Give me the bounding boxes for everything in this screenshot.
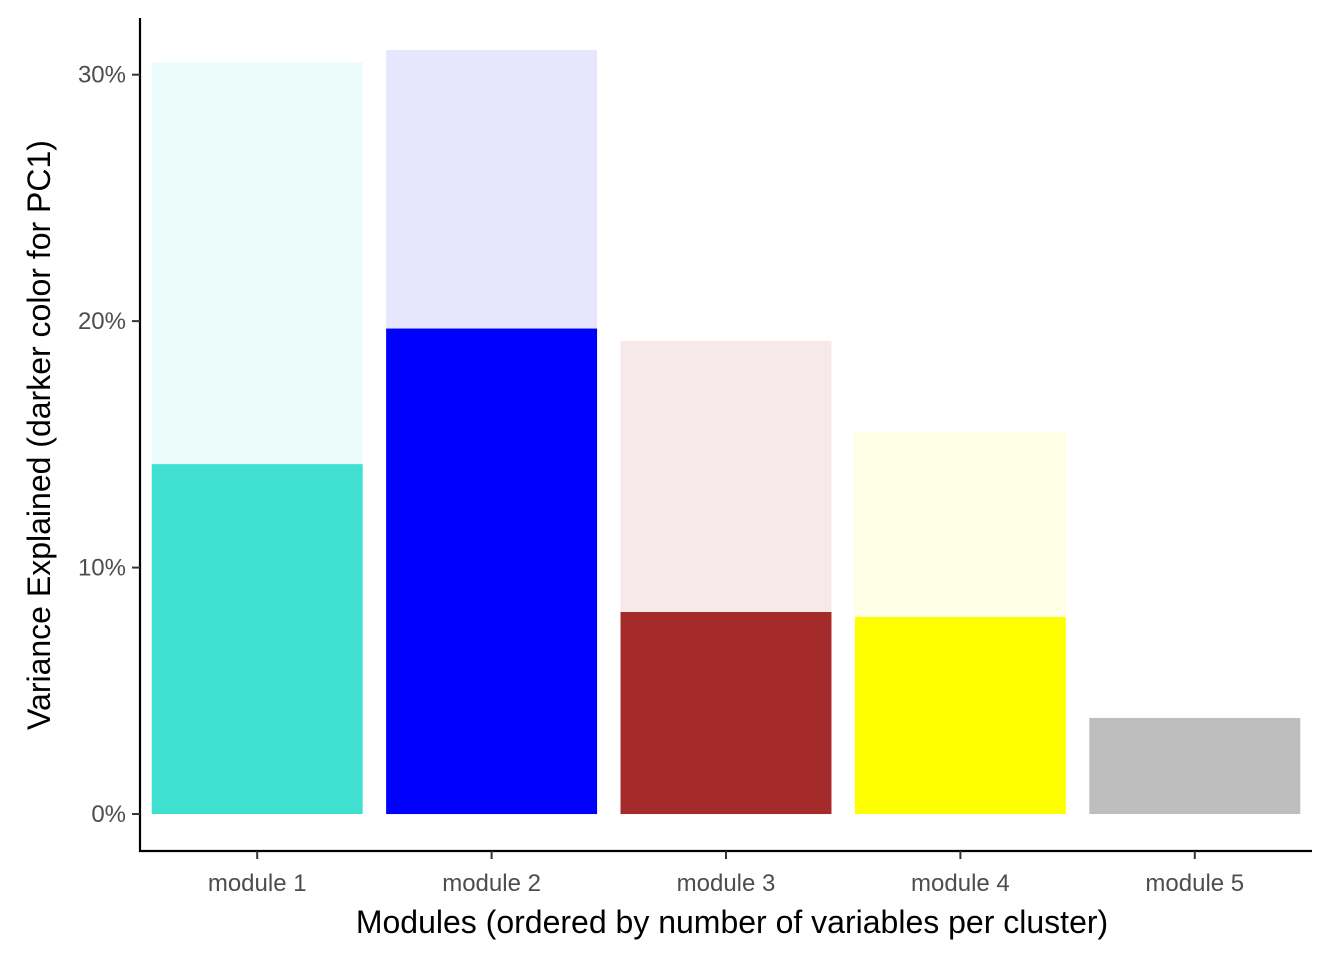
x-ticks: module 1 module 2 module 3 module 4 module 5 [208,851,1244,897]
bar-module-1-segment-2 [151,62,363,465]
y-ticks: 0% 10% 20% 30% [78,62,140,828]
bar-module-4-segment-2 [854,432,1066,617]
y-tick-label: 10% [78,555,126,582]
x-tick-label: module 2 [442,870,541,897]
y-tick-label: 20% [78,308,126,335]
x-tick-label: module 3 [677,870,776,897]
x-tick-label: module 5 [1145,870,1244,897]
x-axis-title: Modules (ordered by number of variables … [356,904,1108,940]
bar-module-2-segment-2 [386,50,598,329]
bar-module-3-segment-1 [620,611,832,815]
bar-module-3-segment-2 [620,340,832,612]
y-tick-label: 30% [78,62,126,89]
x-tick-label: module 1 [208,870,307,897]
bar-module-1-segment-1 [151,464,363,815]
y-axis-title: Variance Explained (darker color for PC1… [21,140,57,730]
bar-module-5-segment-1 [1089,717,1301,815]
bar-module-2-segment-1 [386,328,598,815]
bars [151,50,1301,815]
x-tick-label: module 4 [911,870,1010,897]
bar-module-4-segment-1 [854,616,1066,815]
y-tick-label: 0% [91,801,126,828]
